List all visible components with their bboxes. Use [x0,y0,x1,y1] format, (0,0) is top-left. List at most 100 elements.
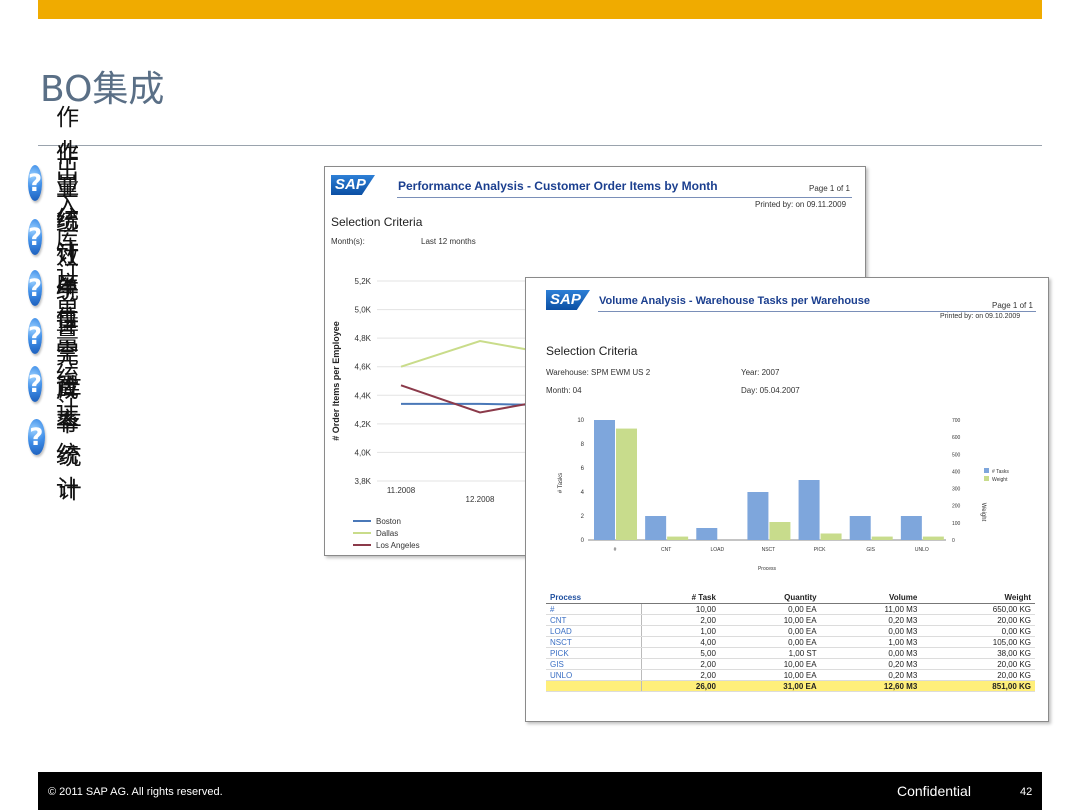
table-row: #10,00 0,00 EA 11,00 M3 650,00 KG [546,603,1035,615]
top-accent-bar [38,0,1042,19]
y2-tick-label: 700 [952,418,961,424]
bullet-text: 库位空置率统计 [55,272,79,502]
table-cell: 10,00 EA [719,614,821,626]
table-cell: 26,00 [641,680,720,692]
y2-tick-label: 200 [952,504,961,510]
question-icon: ? [28,318,42,354]
y-tick-label: 2 [581,514,585,520]
selection-criteria-title: Selection Criteria [331,215,423,229]
bullet-text: 作业量统计 [56,105,80,267]
table-cell [546,680,642,692]
legend-label: Dallas [376,529,398,538]
printed-info: Printed by: on 09.10.2009 [940,313,1021,320]
bullet-item: ? 作业量统计 [28,105,101,267]
sap-logo: SAP [546,290,590,310]
y2-tick-label: 300 [952,487,961,493]
table-cell: 1,00 ST [719,647,821,659]
table-cell: 10,00 EA [719,658,821,670]
bar-tasks [594,420,615,540]
header-rule [598,311,1036,312]
bar-tasks [645,516,667,540]
question-icon: ? [28,270,42,306]
selection-criteria-title: Selection Criteria [546,344,638,358]
table-cell: 2,00 [641,658,720,670]
bullet-text: 库存统计 [58,376,82,504]
table-row: CNT 2,00 10,00 EA 0,20 M3 20,00 KG [546,614,1035,626]
table-cell: 20,00 KG [921,658,1035,670]
table-cell: 1,00 M3 [820,636,922,648]
x-tick-label: PICK [814,547,826,553]
table-cell: 12,60 M3 [820,680,922,692]
table-cell: 0,00 KG [921,625,1035,637]
column-header: Process [546,592,642,604]
column-header: Weight [921,592,1035,604]
y2-tick-label: 100 [952,521,961,527]
table-cell: 2,00 [641,614,720,626]
header-rule [397,197,852,198]
bar-weight [769,522,791,540]
legend-label: Los Angeles [376,541,420,550]
table-cell: PICK [546,647,642,659]
question-icon: ? [28,419,45,455]
volume-report: SAP Volume Analysis - Warehouse Tasks pe… [525,277,1049,722]
y-tick-label: 6 [581,466,585,472]
table-cell: 31,00 EA [719,680,821,692]
table-cell: 38,00 KG [921,647,1035,659]
legend-label: # Tasks [992,469,1009,475]
table-cell: UNLO [546,669,642,681]
bar-tasks [798,480,820,540]
process-table: Process # Task Quantity Volume Weight #10,00… [546,592,1035,692]
table-cell: 20,00 KG [921,614,1035,626]
y2-tick-label: 400 [952,469,961,475]
table-cell: # [546,603,642,615]
x-tick-label: GIS [866,547,875,553]
x-tick-label: NSCT [762,547,776,553]
x-tick-label: # [614,547,617,553]
table-cell: 0,00 EA [719,603,821,615]
page-info: Page 1 of 1 [809,184,850,193]
bar-tasks [849,516,871,540]
title-divider [38,145,1042,146]
x-tick-label: UNLO [915,547,929,553]
table-row: GIS 2,00 10,00 EA 0,20 M3 20,00 KG [546,658,1035,670]
bullet-item: ? 订单量完成率 [28,241,101,437]
month-value: Month: 04 [546,386,582,395]
bar-tasks [696,528,718,540]
month-value: Last 12 months [421,237,476,246]
bar-weight [922,536,944,540]
y-tick-label: 5,2K [355,277,372,286]
table-cell: GIS [546,658,642,670]
y-tick-label: 10 [577,418,584,424]
table-cell: 5,00 [641,647,720,659]
legend-label: Boston [376,517,401,526]
bullet-item: ? 库存统计 [28,376,101,504]
y-tick-label: 3,8K [355,477,372,486]
tasks-bar-chart: 10 8 6 4 2 0 700 600 500 400 300 200 100 0 # Tasks Weig… [558,418,1009,572]
table-cell: CNT [546,614,642,626]
page-info: Page 1 of 1 [992,301,1033,310]
y-tick-label: 0 [581,538,585,544]
legend-swatch [984,476,989,481]
y-tick-label: 4,8K [355,334,372,343]
sap-logo: SAP [331,175,375,195]
y2-tick-label: 0 [952,538,955,544]
x-axis-label: Process [758,566,777,572]
month-label: Month(s): [331,237,365,246]
table-cell: 20,00 KG [921,669,1035,681]
warehouse-value: Warehouse: SPM EWM US 2 [546,368,651,377]
table-cell: 11,00 M3 [820,603,922,615]
footer-bar: © 2011 SAP AG. All rights reserved. Conf… [38,772,1042,810]
table-row: UNLO 2,00 10,00 EA 0,20 M3 20,00 KG [546,669,1035,681]
column-header: Quantity [719,592,821,604]
printed-info: Printed by: on 09.11.2009 [755,200,847,209]
question-icon: ? [28,366,42,402]
y-axis-label: # Tasks [558,473,564,493]
table-cell: 10,00 [641,603,720,615]
table-cell: 2,00 [641,669,720,681]
table-cell: 0,20 M3 [820,614,922,626]
table-cell: 0,00 M3 [820,625,922,637]
bullet-text: 出入库订单量统计 [55,159,79,423]
slide-title: BO集成 [40,69,165,110]
x-tick-label: 11.2008 [387,486,416,495]
column-header: Volume [820,592,922,604]
